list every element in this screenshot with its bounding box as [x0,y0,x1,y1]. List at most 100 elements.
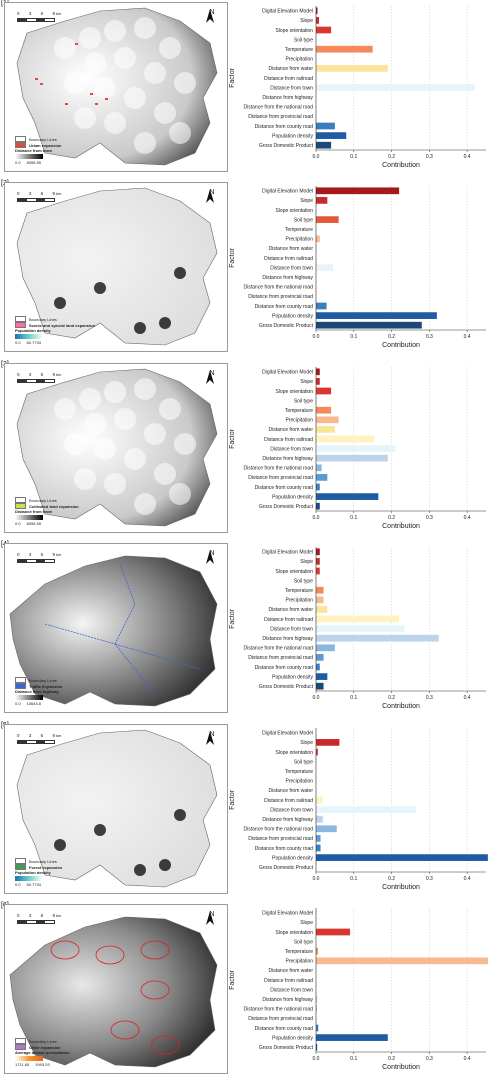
bar [316,634,439,642]
factor-label: Distance from the national road [244,105,314,111]
legend-expansion: Urban expansion [29,142,62,148]
x-axis-label: Contribution [382,703,420,710]
bar [316,426,335,433]
factor-label: Slope [300,198,313,204]
buffer-zone [54,398,76,420]
density-hotspot [54,297,66,309]
factor-label: Distance from county road [255,124,314,130]
scale-tick: 0 [17,913,20,918]
bar [316,739,340,746]
density-hotspot [159,859,171,871]
legend-boundary: Boundary Lines [29,316,57,322]
factor-label: Precipitation [285,598,313,604]
legend-ramp-title: Distance from town [15,509,53,514]
north-label: N [209,9,215,16]
factor-label: Distance from railroad [264,617,313,623]
north-label: N [209,370,215,377]
legend-ramp [15,876,43,881]
bar [316,586,324,594]
map-canvas [16,729,218,888]
boundary-swatch [15,1038,26,1044]
legend-range-value: 8398.59 [26,521,42,526]
scale-tick: 3 [28,913,32,918]
scale-tick: 3 [28,733,32,738]
map-canvas [16,7,218,166]
bar [316,806,417,813]
factor-label: Digital Elevation Model [262,370,313,376]
bar [316,416,339,424]
bar [316,132,347,139]
scale-tick: 6 [40,913,44,918]
bar [316,65,388,72]
legend-range-value: 0.0 [15,701,21,706]
scale-tick: 0 [17,372,20,377]
factor-label: Temperature [285,408,313,414]
bar [316,673,328,680]
bar [316,454,388,462]
factor-label: Soil type [294,759,313,765]
x-tick-label: 0.3 [426,1056,433,1062]
x-tick-label: 0.1 [350,154,357,160]
x-axis-label: Contribution [382,342,420,349]
buffer-zone [54,37,76,59]
legend-ramp-title: Population density [15,870,51,875]
factor-label: Distance from town [270,265,313,271]
factor-label: Population density [272,1035,313,1041]
factor-label: Population density [272,674,313,680]
buffer-zone [104,112,126,134]
study-area [16,187,218,346]
map-legend: Boundary Lines Cultivated land expansion D… [15,497,105,526]
map-legend: Boundary Lines Urban expansion Distance fr… [15,136,105,165]
bar [316,835,321,842]
map-legend: Boundary Lines Scenic and special land ex… [15,316,105,345]
highway-line [114,603,136,645]
scale-tick: 6 [40,191,44,196]
buffer-zone [104,381,126,403]
density-hotspot [134,322,146,334]
legend-expansion: Forest expansion [29,864,63,870]
factor-label: Slope [300,379,313,385]
expansion-swatch [15,864,26,870]
bar [316,45,373,53]
x-tick-label: 0.3 [426,695,433,701]
contribution-chart-4: Digital Elevation Model Slope Slope orient… [228,541,498,717]
factor-label: Precipitation [285,237,313,243]
legend-ramp [15,695,43,700]
buffer-zone [74,107,96,129]
bar [316,815,323,823]
highway-line [44,623,116,645]
density-hotspot [94,282,106,294]
factor-label: Distance from the national road [244,466,314,472]
buffer-zone [64,433,86,455]
scale-tick: 3 [28,372,32,377]
bar [316,321,422,329]
highway-line [114,643,201,670]
scale-unit: km [56,733,62,738]
factor-label: Temperature [285,227,313,233]
density-hotspot [94,824,106,836]
legend-ramp-title: Population density [15,328,51,333]
boundary-swatch [15,316,26,322]
scale-tick: 9 [52,191,55,196]
factor-label: Slope orientation [275,208,313,214]
factor-label: Distance from town [270,807,313,813]
scale-bar: 0 3 6 9 km [17,552,63,566]
bar [316,957,488,965]
legend-expansion: Cultivated land expansion [29,503,79,509]
scale-bar: 0 3 6 9 km [17,11,63,25]
factor-label: Distance from county road [255,665,314,671]
factor-label: Precipitation [285,418,313,424]
factor-label: Slope orientation [275,389,313,395]
north-arrow-icon: N [205,731,219,745]
buffer-zone [74,468,96,490]
factor-label: Distance from railroad [264,76,313,82]
buffer-zone [84,52,106,74]
buffer-zone [124,448,146,470]
buffer-zone [94,77,116,99]
buffer-zone [79,27,101,49]
x-tick-label: 0.1 [350,515,357,521]
legend-range-value: 0.0 [15,340,21,345]
scale-tick: 9 [52,552,55,557]
density-hotspot [134,864,146,876]
bar [316,302,327,310]
